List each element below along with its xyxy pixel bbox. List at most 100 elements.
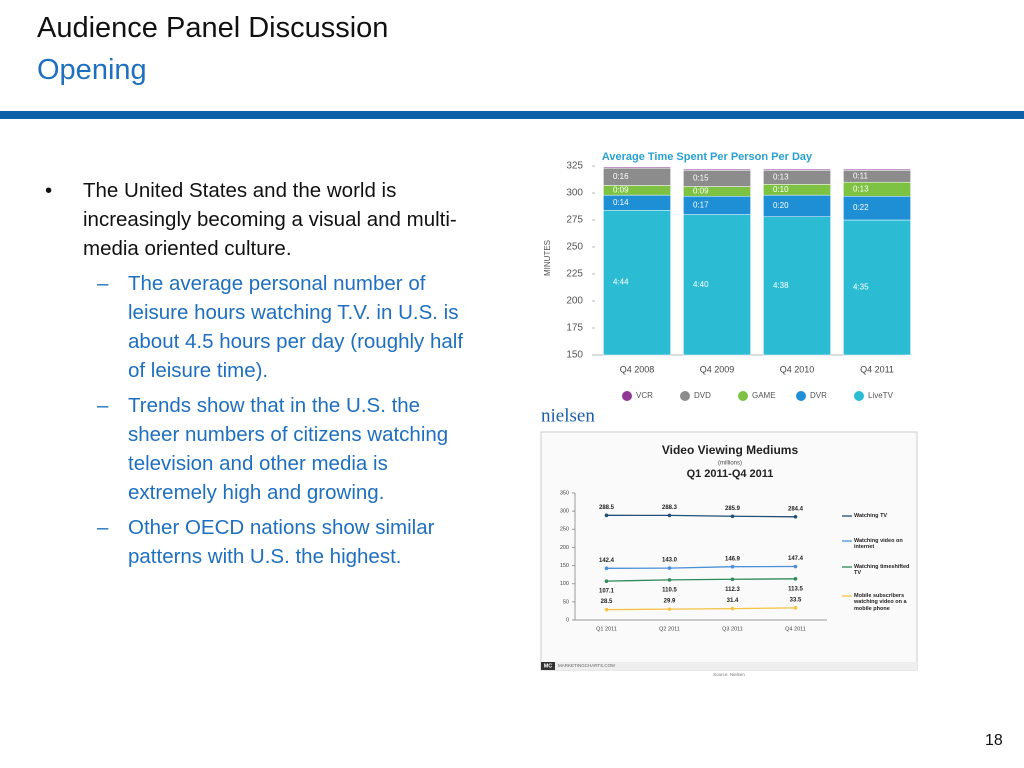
data-label: 113.5 (788, 586, 803, 592)
data-label: 28.5 (601, 599, 613, 605)
legend-swatch (680, 391, 690, 401)
slide-subtitle: Opening (37, 54, 147, 86)
bar-segment (763, 216, 831, 356)
data-label: 0:22 (853, 203, 869, 212)
y-tick-label: 175 (566, 323, 583, 334)
data-label: 288.5 (599, 505, 615, 511)
data-label: 0:20 (773, 201, 789, 210)
data-label: 0:11 (853, 171, 869, 180)
line-point (730, 606, 735, 611)
chart-title: Average Time Spent Per Person Per Day (602, 151, 813, 163)
data-label: 143.0 (662, 558, 678, 564)
legend-entry: Watching TV (854, 512, 888, 519)
slide-number: 18 (985, 732, 1003, 749)
data-label: 107.1 (599, 589, 615, 595)
data-label: 0:15 (693, 174, 709, 183)
y-tick-label: 0 (566, 617, 569, 623)
y-tick-label: 325 (566, 161, 583, 172)
legend-label: DVR (810, 391, 827, 400)
line-series (606, 607, 796, 611)
data-label: 4:44 (613, 278, 629, 287)
sub-bullet-text: Other OECD nations show similar patterns… (128, 516, 435, 568)
data-label: 288.3 (662, 505, 678, 511)
y-tick-label: 150 (566, 350, 583, 361)
credit: MARKETINGCHARTS.COM (558, 663, 615, 668)
sub-bullet: – Trends show that in the U.S. the sheer … (45, 391, 473, 507)
data-label: 285.9 (725, 506, 741, 512)
bar-segment (683, 214, 751, 356)
legend-label: DVD (694, 391, 711, 400)
bar-segment (763, 168, 831, 171)
legend-entry: Watching video on internet (854, 537, 903, 551)
data-label: 29.9 (664, 599, 676, 605)
bullet-list: • The United States and the world is incr… (45, 176, 485, 571)
data-label: 110.5 (662, 587, 677, 593)
line-point (793, 577, 798, 581)
legend-label: Watching video on internet (854, 537, 903, 551)
bullet: • The United States and the world is incr… (45, 176, 485, 263)
bar-segment (603, 210, 671, 356)
x-tick-label: Q1 2011 (596, 626, 617, 632)
data-label: 142.4 (599, 558, 615, 564)
bar-segment (843, 168, 911, 171)
bullet-text: The United States and the world is incre… (83, 179, 457, 260)
line-point (793, 606, 798, 610)
chart-title: Video Viewing Mediums (662, 443, 799, 457)
x-tick-label: Q4 2010 (780, 364, 815, 374)
sub-bullet: – Other OECD nations show similar pattern… (45, 513, 473, 571)
x-tick-label: Q4 2009 (700, 364, 735, 374)
sub-bullet-text: Trends show that in the U.S. the sheer n… (128, 394, 449, 504)
x-tick-label: Q4 2011 (785, 626, 806, 632)
bar-segment (843, 219, 911, 356)
line-point (730, 577, 735, 582)
data-label: 284.4 (788, 506, 804, 512)
line-point (667, 513, 672, 518)
line-point (730, 514, 735, 519)
line-point (667, 578, 672, 582)
data-label: 146.9 (725, 556, 741, 562)
data-label: 0:14 (613, 198, 629, 207)
data-label: 4:38 (773, 281, 789, 290)
sub-bullet-dash: – (97, 272, 109, 295)
y-tick-label: 200 (566, 296, 583, 307)
source: Source: Nielsen (713, 672, 745, 677)
data-label: 147.4 (788, 556, 804, 562)
data-label: 0:09 (693, 186, 709, 195)
line-point (793, 515, 798, 519)
legend-label: VCR (636, 391, 653, 400)
y-tick-label: 150 (560, 563, 569, 569)
chart-frame (540, 431, 918, 671)
badge-box (541, 662, 555, 670)
legend-label: Mobile subscribers watching video on a m… (854, 592, 907, 612)
line-point (604, 513, 609, 518)
badge: MC (544, 663, 553, 669)
legend-label: LiveTV (868, 391, 894, 400)
y-axis-label: MINUTES (543, 240, 552, 276)
legend-swatch (854, 391, 864, 401)
x-tick-label: Q4 2011 (860, 364, 894, 374)
y-tick-label: 50 (563, 599, 569, 605)
y-tick-label: 100 (560, 581, 569, 587)
sub-bullet-dash: – (97, 394, 109, 417)
y-tick-label: 250 (560, 527, 569, 533)
sub-bullet-dash: – (97, 516, 109, 539)
line-point (793, 564, 798, 569)
line-point (667, 566, 672, 570)
y-tick-label: 225 (566, 269, 583, 280)
data-label: 33.5 (790, 597, 802, 603)
chart-period: Q1 2011-Q4 2011 (687, 468, 774, 480)
data-label: 0:17 (693, 201, 709, 210)
x-tick-label: Q2 2011 (659, 626, 680, 632)
data-label: 4:35 (853, 283, 869, 292)
legend-swatch (738, 391, 748, 401)
legend-label: Watching TV (854, 512, 888, 519)
x-tick-label: Q3 2011 (722, 626, 743, 632)
bullet-dot: • (45, 179, 53, 202)
data-label: 0:13 (853, 184, 869, 193)
y-tick-label: 300 (566, 188, 583, 199)
line-point (604, 579, 609, 583)
header-rule (0, 111, 1024, 119)
y-tick-label: 275 (566, 215, 583, 226)
